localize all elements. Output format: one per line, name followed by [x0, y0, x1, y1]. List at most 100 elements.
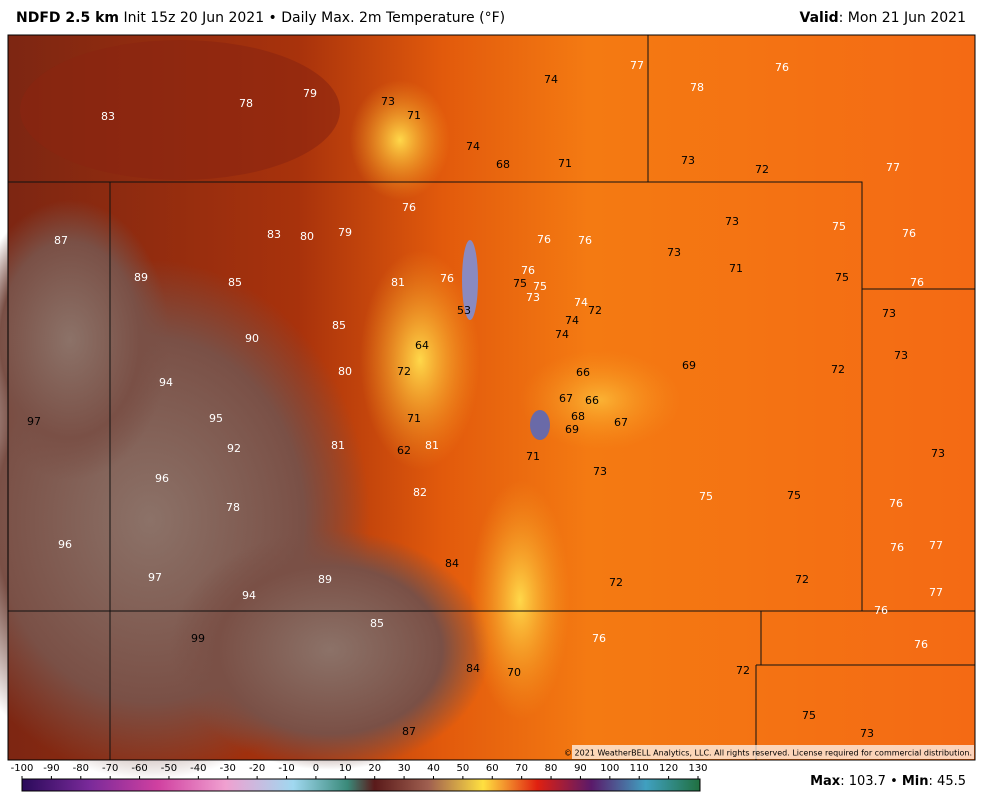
valid-value: : Mon 21 Jun 2021: [839, 10, 966, 26]
temperature-label: 77: [630, 59, 644, 72]
description: Init 15z 20 Jun 2021 • Daily Max. 2m Tem…: [123, 10, 505, 26]
colorbar-tick-label: 20: [368, 763, 381, 774]
colorbar-tick-label: 70: [515, 763, 528, 774]
temperature-label: 70: [507, 666, 521, 679]
temperature-label: 96: [155, 472, 169, 485]
temperature-label: 66: [585, 394, 599, 407]
temperature-label: 94: [242, 589, 256, 602]
temperature-label: 75: [533, 280, 547, 293]
temperature-label: 92: [227, 442, 241, 455]
colorbar-ticks: -100 -90 -80 -70 -60 -50 -40 -30 -20 -10 0 10 20 30 40…: [11, 763, 708, 779]
temperature-label: 72: [588, 304, 602, 317]
temperature-label: 77: [929, 586, 943, 599]
temperature-label: 76: [521, 264, 535, 277]
temperature-label: 74: [544, 73, 558, 86]
temperature-label: 99: [191, 632, 205, 645]
temperature-label: 76: [889, 497, 903, 510]
temperature-label: 76: [440, 272, 454, 285]
temperature-label: 74: [466, 140, 480, 153]
temperature-label: 68: [571, 410, 585, 423]
valid-label: Valid: [800, 10, 839, 26]
temperature-label: 75: [513, 277, 527, 290]
colorbar-tick-label: -10: [278, 763, 294, 774]
temperature-label: 75: [832, 220, 846, 233]
temperature-label: 73: [894, 349, 908, 362]
colorbar-tick-label: 50: [457, 763, 470, 774]
temperature-label: 80: [300, 230, 314, 243]
temperature-label: 72: [755, 163, 769, 176]
temperature-label: 75: [835, 271, 849, 284]
temperature-label: 71: [407, 109, 421, 122]
temperature-label: 78: [690, 81, 704, 94]
colorbar-tick-label: 110: [630, 763, 649, 774]
temperature-label: 72: [831, 363, 845, 376]
temperature-label: 77: [929, 539, 943, 552]
temperature-label: 75: [802, 709, 816, 722]
temperature-label: 81: [391, 276, 405, 289]
colorbar-tick-label: 40: [427, 763, 440, 774]
temperature-label: 69: [682, 359, 696, 372]
colorbar-tick-label: 0: [313, 763, 319, 774]
min-label: Min: [902, 774, 929, 789]
temperature-label: 89: [318, 573, 332, 586]
temperature-label: 85: [370, 617, 384, 630]
temperature-label: 75: [699, 490, 713, 503]
temperature-label: 79: [338, 226, 352, 239]
max-label: Max: [810, 774, 841, 789]
temperature-label: 74: [574, 296, 588, 309]
state-borders: [8, 35, 975, 760]
temperature-label: 73: [931, 447, 945, 460]
temperature-label: 73: [667, 246, 681, 259]
colorbar-tick-label: 130: [688, 763, 707, 774]
max-value: : 103.7 •: [840, 774, 902, 789]
map-background: [0, 35, 975, 780]
temperature-label: 76: [910, 276, 924, 289]
temperature-label: 74: [555, 328, 569, 341]
colorbar-tick-label: 30: [398, 763, 411, 774]
colorbar-tick-label: -80: [73, 763, 89, 774]
temperature-label: 97: [148, 571, 162, 584]
temperature-label: 76: [537, 233, 551, 246]
temperature-label: 96: [58, 538, 72, 551]
colorbar-tick-label: -30: [220, 763, 236, 774]
temperature-label: 72: [397, 365, 411, 378]
temperature-label: 77: [886, 161, 900, 174]
temperature-label: 71: [558, 157, 572, 170]
temperature-label: 69: [565, 423, 579, 436]
colorbar-tick-label: 10: [339, 763, 352, 774]
temperature-label: 62: [397, 444, 411, 457]
temperature-label: 73: [725, 215, 739, 228]
colorbar-tick-label: -100: [11, 763, 34, 774]
temperature-label: 73: [681, 154, 695, 167]
temperature-label: 76: [402, 201, 416, 214]
temperature-label: 81: [425, 439, 439, 452]
temperature-label: 53: [457, 304, 471, 317]
temperature-label: 71: [407, 412, 421, 425]
temperature-label: 76: [592, 632, 606, 645]
stats: Max: 103.7 • Min: 45.5: [810, 774, 966, 789]
min-value: : 45.5: [929, 774, 966, 789]
temperature-label: 71: [729, 262, 743, 275]
temperature-label: 73: [860, 727, 874, 740]
header-title: NDFD 2.5 km Init 15z 20 Jun 2021 • Daily…: [16, 10, 505, 26]
temperature-label: 97: [27, 415, 41, 428]
temperature-label: 79: [303, 87, 317, 100]
temperature-label: 76: [890, 541, 904, 554]
temperature-label: 73: [526, 291, 540, 304]
temperature-label: 90: [245, 332, 259, 345]
colorbar-tick-label: -40: [190, 763, 206, 774]
temperature-label: 76: [578, 234, 592, 247]
copyright-box: [572, 745, 974, 759]
colorbar-tick-label: -50: [161, 763, 177, 774]
colorbar-tick-label: 100: [600, 763, 619, 774]
temperature-label: 76: [902, 227, 916, 240]
temperature-label: 72: [609, 576, 623, 589]
temperature-label: 85: [332, 319, 346, 332]
temperature-label: 78: [226, 501, 240, 514]
temperature-label: 83: [101, 110, 115, 123]
temperature-label: 67: [614, 416, 628, 429]
temperature-label: 78: [239, 97, 253, 110]
temperature-label: 84: [445, 557, 459, 570]
